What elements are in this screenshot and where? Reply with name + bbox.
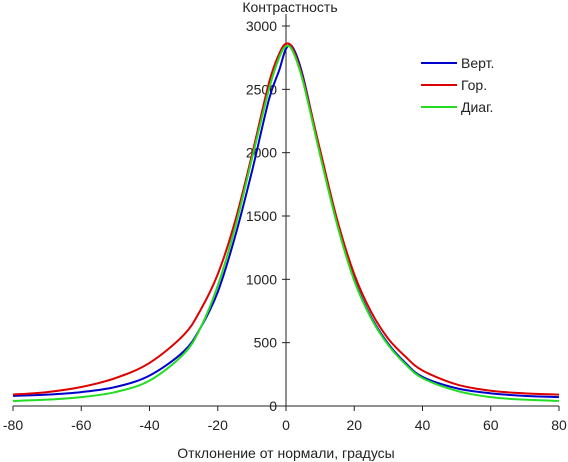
x-axis-title: Отклонение от нормали, градусы [177, 445, 394, 461]
y-tick-label: 1000 [246, 271, 277, 287]
y-tick-label: 500 [254, 335, 278, 351]
legend-label-гор: Гор. [461, 77, 487, 93]
y-tick-label: 0 [269, 398, 277, 414]
chart-ticks: -80 -60 -40 -20 0 20 40 60 800500100015002000250… [3, 18, 567, 433]
x-tick-label: -80 [3, 417, 23, 433]
x-tick-label: 40 [415, 417, 431, 433]
chart-axes [13, 14, 559, 411]
legend-label-диаг: Диаг. [461, 99, 493, 115]
chart-series [12, 42, 560, 402]
series-line-гор [12, 42, 560, 396]
x-tick-label: 60 [483, 417, 499, 433]
chart-legend: Верт. Гор. Диаг. [421, 55, 494, 115]
x-tick-label: -20 [208, 417, 228, 433]
legend-label-верт: Верт. [461, 55, 494, 71]
y-tick-label: 3000 [246, 18, 277, 34]
x-tick-label: 0 [282, 417, 290, 433]
series-line-диаг [12, 44, 560, 402]
x-tick-label: -40 [139, 417, 159, 433]
x-tick-label: 80 [551, 417, 567, 433]
y-axis-title: Контрастность [242, 0, 337, 15]
y-tick-label: 1500 [246, 208, 277, 224]
x-tick-label: -60 [71, 417, 91, 433]
x-tick-label: 20 [346, 417, 362, 433]
